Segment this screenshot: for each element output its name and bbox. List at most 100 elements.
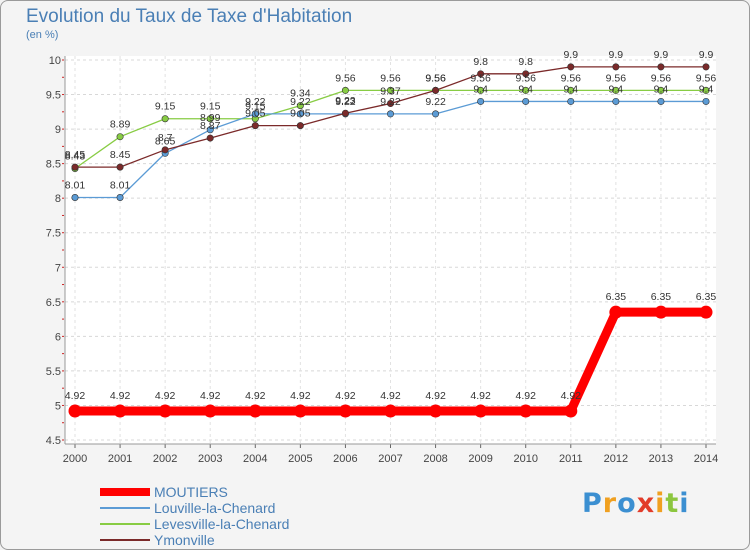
data-label: 9.4 xyxy=(609,83,624,95)
y-tick-label: 10 xyxy=(49,55,61,67)
y-tick-label: 7 xyxy=(55,262,61,274)
data-point xyxy=(654,305,668,319)
y-tick-label: 5.5 xyxy=(46,366,61,378)
data-point xyxy=(702,97,710,105)
data-point xyxy=(341,109,349,117)
data-point xyxy=(657,97,665,105)
data-label: 9.56 xyxy=(606,72,627,84)
y-tick-label: 8.5 xyxy=(46,159,61,171)
x-tick-label: 2014 xyxy=(694,453,718,465)
data-label: 9.56 xyxy=(380,72,401,84)
y-tick-label: 9.5 xyxy=(46,90,61,102)
data-label: 9.4 xyxy=(518,83,533,95)
logo-letter: i xyxy=(679,488,690,519)
data-point xyxy=(161,115,169,123)
y-tick-label: 8 xyxy=(55,193,61,205)
data-label: 4.92 xyxy=(561,390,582,402)
legend-swatch xyxy=(100,539,150,541)
data-label: 9.9 xyxy=(563,49,578,61)
data-point xyxy=(116,163,124,171)
x-tick-label: 2005 xyxy=(288,453,312,465)
x-tick-label: 2013 xyxy=(649,453,673,465)
logo-letter: P xyxy=(582,488,603,519)
data-label: 9.9 xyxy=(699,49,714,61)
data-label: 9.05 xyxy=(290,108,311,120)
data-point xyxy=(386,100,394,108)
data-label: 9.8 xyxy=(518,56,533,68)
x-tick-label: 2007 xyxy=(378,453,402,465)
data-point xyxy=(522,86,530,94)
legend-label: MOUTIERS xyxy=(154,484,228,500)
data-label: 8.99 xyxy=(200,112,221,124)
x-tick-label: 2012 xyxy=(604,453,628,465)
data-label: 9.56 xyxy=(470,72,491,84)
data-point xyxy=(116,193,124,201)
data-label: 4.92 xyxy=(470,390,491,402)
data-label: 9.22 xyxy=(425,96,446,108)
data-label: 9.9 xyxy=(609,49,624,61)
data-point xyxy=(702,63,710,71)
data-label: 8.01 xyxy=(65,179,86,191)
data-label: 9.22 xyxy=(245,96,266,108)
data-label: 9.22 xyxy=(380,96,401,108)
data-label: 9.22 xyxy=(335,96,356,108)
legend-label: Ymonville xyxy=(154,532,215,548)
data-point xyxy=(296,102,304,110)
data-point xyxy=(702,86,710,94)
data-label: 9.37 xyxy=(380,86,401,98)
data-point xyxy=(68,404,82,418)
data-point xyxy=(161,146,169,154)
data-point xyxy=(251,110,259,118)
data-label: 9.56 xyxy=(335,72,356,84)
logo-letter: o xyxy=(617,488,637,519)
data-point xyxy=(612,97,620,105)
x-tick-label: 2000 xyxy=(63,453,87,465)
data-point xyxy=(296,110,304,118)
y-tick-label: 4.5 xyxy=(46,435,61,447)
data-point xyxy=(338,404,352,418)
data-label: 9.15 xyxy=(155,101,176,113)
x-tick-label: 2011 xyxy=(559,453,583,465)
data-point xyxy=(113,404,127,418)
data-point xyxy=(248,404,262,418)
data-label: 8.7 xyxy=(158,132,173,144)
data-point xyxy=(567,97,575,105)
data-label: 6.35 xyxy=(651,291,672,303)
data-point xyxy=(612,86,620,94)
data-label: 4.92 xyxy=(515,390,536,402)
data-label: 9.15 xyxy=(245,101,266,113)
data-point xyxy=(429,404,443,418)
data-label: 4.92 xyxy=(380,390,401,402)
data-label: 9.56 xyxy=(425,72,446,84)
data-label: 9.56 xyxy=(515,72,536,84)
data-label: 9.8 xyxy=(473,56,488,68)
data-label: 9.34 xyxy=(290,88,311,100)
data-point xyxy=(341,86,349,94)
data-label: 9.22 xyxy=(290,96,311,108)
data-label: 6.35 xyxy=(606,291,627,303)
data-label: 9.23 xyxy=(335,95,356,107)
logo-letter: x xyxy=(636,488,656,519)
proxiti-logo: Proxiti xyxy=(582,488,690,519)
data-point xyxy=(296,122,304,130)
data-label: 9.56 xyxy=(425,72,446,84)
data-point xyxy=(477,70,485,78)
x-tick-label: 2002 xyxy=(153,453,177,465)
legend-swatch xyxy=(100,523,150,525)
data-label: 8.01 xyxy=(110,179,131,191)
x-tick-label: 2009 xyxy=(468,453,492,465)
data-point xyxy=(609,305,623,319)
data-point xyxy=(519,404,533,418)
y-tick-label: 5 xyxy=(55,400,61,412)
data-point xyxy=(564,404,578,418)
chart-title: Evolution du Taux de Taxe d'Habitation xyxy=(26,6,353,27)
data-point xyxy=(158,404,172,418)
y-tick-label: 9 xyxy=(55,124,61,136)
data-label: 9.4 xyxy=(654,83,669,95)
x-tick-label: 2003 xyxy=(198,453,222,465)
data-point xyxy=(386,110,394,118)
data-point xyxy=(432,86,440,94)
x-tick-label: 2001 xyxy=(108,453,132,465)
data-label: 9.4 xyxy=(563,83,578,95)
data-point xyxy=(477,86,485,94)
